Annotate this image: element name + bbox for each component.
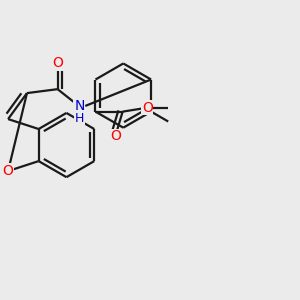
Text: O: O <box>142 101 153 115</box>
Text: O: O <box>52 56 63 70</box>
Text: O: O <box>3 164 13 178</box>
Text: O: O <box>110 129 121 143</box>
Text: N: N <box>74 99 85 113</box>
Text: H: H <box>75 112 84 125</box>
